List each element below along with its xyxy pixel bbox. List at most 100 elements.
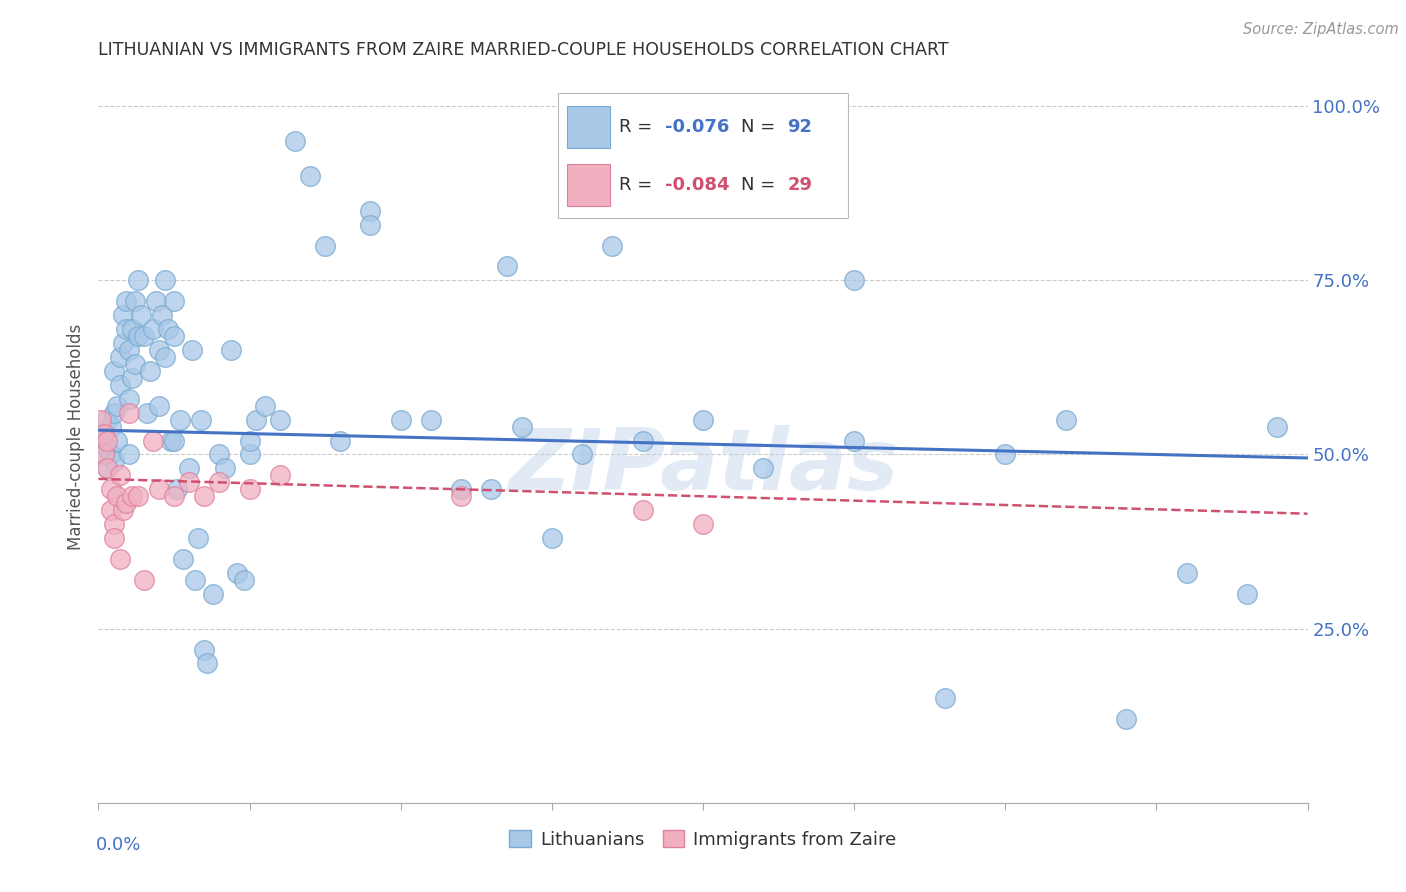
Point (245, 412, 267, 426)
Point (121, 371, 143, 385)
Point (602, 238, 624, 252)
Point (105, 489, 128, 503)
Point (118, 343, 141, 357)
Point (114, 294, 136, 309)
Point (127, 329, 149, 343)
Point (692, 412, 714, 426)
Point (100, 419, 122, 434)
Point (160, 434, 183, 448)
Point (193, 489, 215, 503)
Point (121, 322, 143, 336)
Point (631, 434, 654, 448)
Point (163, 434, 186, 448)
Point (148, 399, 170, 413)
Point (692, 517, 714, 532)
Text: ZIPatlas: ZIPatlas (508, 425, 898, 508)
Point (221, 343, 243, 357)
Point (934, 691, 956, 706)
Point (93, 448, 115, 462)
Point (844, 434, 866, 448)
Point (179, 475, 201, 490)
Point (187, 531, 209, 545)
Point (844, 273, 866, 287)
Point (118, 392, 141, 406)
Point (153, 273, 176, 287)
Point (90, 434, 112, 448)
Point (124, 294, 146, 309)
Point (118, 448, 141, 462)
Point (111, 308, 134, 322)
Point (103, 406, 125, 420)
Point (179, 461, 201, 475)
Point (114, 322, 136, 336)
Point (631, 503, 654, 517)
Point (105, 399, 128, 413)
Point (148, 483, 170, 497)
Text: LITHUANIAN VS IMMIGRANTS FROM ZAIRE MARRIED-COUPLE HOUSEHOLDS CORRELATION CHART: LITHUANIAN VS IMMIGRANTS FROM ZAIRE MARR… (98, 41, 949, 59)
Point (329, 434, 352, 448)
Point (108, 468, 131, 483)
Point (571, 448, 593, 462)
Text: 0.0%: 0.0% (96, 836, 141, 854)
Point (156, 322, 179, 336)
Point (1236, 587, 1258, 601)
Point (181, 343, 204, 357)
Point (163, 294, 186, 309)
Legend: Lithuanians, Immigrants from Zaire: Lithuanians, Immigrants from Zaire (502, 823, 904, 856)
Point (96, 461, 118, 475)
Point (994, 448, 1017, 462)
Point (132, 573, 155, 587)
Point (96, 441, 118, 455)
Point (127, 273, 149, 287)
Point (314, 238, 336, 252)
Point (96, 434, 118, 448)
Point (93, 426, 115, 441)
Point (163, 489, 186, 503)
Point (232, 573, 254, 587)
Point (150, 308, 173, 322)
Point (166, 483, 188, 497)
Point (135, 406, 157, 420)
Point (450, 483, 472, 497)
Point (360, 218, 382, 232)
Point (93, 426, 115, 441)
Point (195, 657, 218, 671)
Text: Source: ZipAtlas.com: Source: ZipAtlas.com (1243, 22, 1399, 37)
Point (132, 329, 155, 343)
Point (153, 350, 176, 364)
Point (389, 412, 412, 426)
Point (1115, 712, 1137, 726)
Point (510, 419, 533, 434)
Point (1054, 412, 1077, 426)
Point (450, 489, 472, 503)
Point (118, 406, 141, 420)
Point (111, 503, 134, 517)
Point (481, 483, 503, 497)
Point (148, 343, 170, 357)
Point (129, 308, 152, 322)
Point (96, 412, 118, 426)
Point (190, 412, 212, 426)
Point (108, 350, 131, 364)
Point (202, 587, 225, 601)
Point (269, 412, 291, 426)
Point (540, 531, 562, 545)
Point (239, 448, 262, 462)
Point (100, 503, 122, 517)
Point (420, 412, 443, 426)
Point (145, 294, 167, 309)
Point (239, 483, 262, 497)
Point (269, 468, 291, 483)
Point (208, 475, 231, 490)
Point (93, 448, 115, 462)
Y-axis label: Married-couple Households: Married-couple Households (66, 324, 84, 550)
Point (299, 169, 322, 183)
Point (100, 448, 122, 462)
Point (226, 566, 249, 580)
Point (142, 322, 165, 336)
Point (184, 573, 207, 587)
Point (163, 329, 186, 343)
Point (752, 461, 775, 475)
Point (103, 364, 125, 378)
Point (214, 461, 236, 475)
